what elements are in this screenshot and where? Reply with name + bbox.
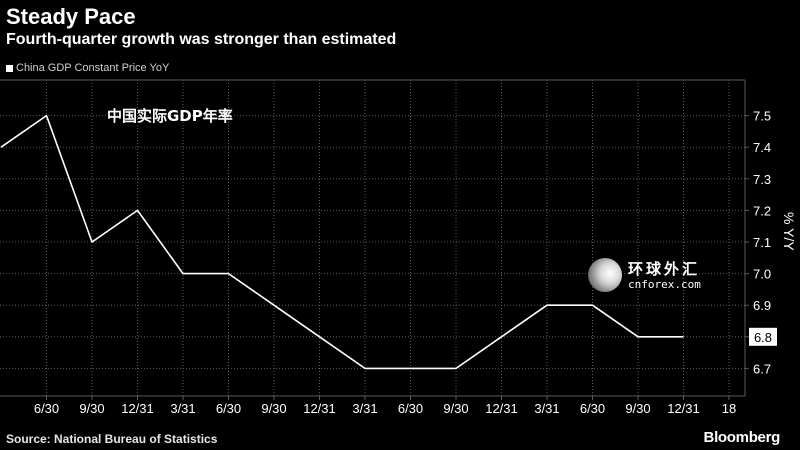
legend: China GDP Constant Price YoY (6, 62, 169, 74)
x-tick-label: 3/31 (170, 401, 195, 416)
y-tick-label: 7.3 (753, 172, 771, 187)
x-tick-label: 12/31 (667, 401, 700, 416)
brand-logo: Bloomberg (703, 429, 781, 446)
series-line (0, 114, 684, 370)
legend-swatch (6, 64, 13, 72)
watermark-en-text: cnforex.com (628, 278, 701, 291)
x-tick-label: 9/30 (443, 401, 468, 416)
chart-annotation: 中国实际GDP年率 (107, 107, 233, 125)
x-tick-label: 9/30 (261, 401, 286, 416)
last-value-label: 6.8 (754, 330, 772, 345)
chart-subtitle: Fourth-quarter growth was stronger than … (6, 31, 397, 48)
x-tick-label: 12/31 (485, 401, 518, 416)
watermark: 环球外汇 cnforex.com (584, 258, 714, 296)
y-tick-label: 7.5 (753, 109, 771, 124)
x-tick-label: 3/31 (534, 401, 559, 416)
y-tick-label: 7.0 (753, 267, 771, 282)
y-axis-label: % Y/Y (781, 212, 797, 251)
chart-title: Steady Pace (6, 4, 136, 29)
source-note: Source: National Bureau of Statistics (6, 432, 218, 446)
y-tick-label: 6.9 (753, 298, 771, 313)
x-tick-label: 6/30 (34, 401, 59, 416)
legend-label: China GDP Constant Price YoY (16, 62, 170, 74)
y-tick-label: 7.2 (753, 203, 771, 218)
x-tick-label: 9/30 (79, 401, 104, 416)
x-tick-label: 6/30 (216, 401, 241, 416)
x-tick-label: 6/30 (398, 401, 423, 416)
watermark-cn-text: 环球外汇 (628, 260, 701, 278)
x-tick-label: 18 (722, 401, 736, 416)
x-tick-label: 12/31 (121, 401, 154, 416)
x-tick-label: 3/31 (352, 401, 377, 416)
watermark-logo-icon (588, 258, 622, 292)
x-tick-label: 6/30 (580, 401, 605, 416)
y-tick-label: 7.4 (753, 140, 771, 155)
x-tick-label: 12/31 (303, 401, 336, 416)
last-value-box (749, 327, 777, 346)
y-tick-label: 6.7 (753, 361, 771, 376)
x-tick-label: 9/30 (625, 401, 650, 416)
y-tick-label: 7.1 (753, 235, 771, 250)
